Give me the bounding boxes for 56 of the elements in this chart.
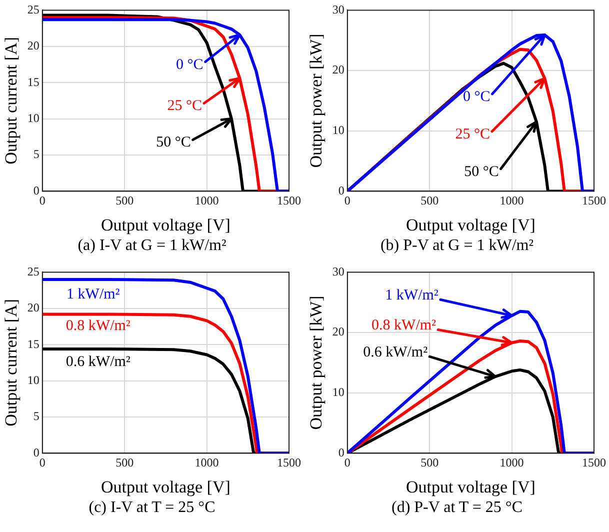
y-axis-title: Output current [A] — [2, 298, 21, 426]
x-tick-label: 1500 — [582, 194, 606, 208]
series-label: 0 °C — [463, 88, 490, 105]
text: 0 °C — [176, 56, 204, 73]
x-axis-title: Output voltage [V] — [101, 477, 230, 496]
x-tick-label: 500 — [116, 456, 134, 470]
text: 25 °C — [167, 98, 202, 114]
y-tick-label: 10 — [332, 123, 344, 138]
text: (b) P-V at G = 1 kW/m² — [379, 236, 535, 256]
x-tick-label: 1500 — [582, 456, 606, 470]
y-tick-label: 10 — [27, 372, 40, 387]
y-tick-label: 25 — [27, 264, 40, 278]
text: 1 kW/m² — [385, 288, 439, 304]
x-axis-title: Output voltage [V] — [406, 477, 536, 496]
text: 0.6 kW/m² — [363, 344, 428, 361]
text: 50 °C — [156, 134, 191, 151]
text: (a) I-V at G = 1 kW/m² — [76, 236, 228, 256]
y-tick-label: 25 — [27, 2, 40, 16]
y-axis-title: Output power [kW] — [306, 296, 326, 430]
x-tick-label: 500 — [116, 194, 134, 208]
x-axis-title: Output voltage [V] — [101, 215, 230, 234]
x-tick-label: 1500 — [277, 194, 301, 208]
x-tick-label: 1000 — [500, 194, 524, 208]
y-tick-label: 0 — [33, 445, 40, 460]
x-tick-label: 1500 — [277, 456, 301, 470]
y-tick-label: 20 — [27, 300, 40, 315]
y-tick-label: 10 — [332, 385, 344, 400]
y-axis-title: Output power [kW] — [306, 34, 326, 168]
y-tick-label: 20 — [332, 62, 344, 77]
y-tick-label: 20 — [332, 324, 344, 339]
text: (c) I-V at T = 25 °C — [88, 498, 216, 518]
x-tick-label: 500 — [420, 456, 439, 470]
series-label: 1 kW/m² — [66, 286, 120, 302]
text: 0.8 kW/m² — [372, 318, 437, 334]
text: 50 °C — [464, 164, 499, 180]
y-tick-label: 15 — [27, 74, 40, 89]
series-label: 0.6 kW/m² — [66, 354, 131, 370]
text: (d) P-V at T = 25 °C — [390, 498, 524, 518]
x-tick-label: 1000 — [194, 456, 219, 470]
x-tick-label: 500 — [420, 194, 439, 208]
x-axis-title: Output voltage [V] — [406, 215, 536, 234]
y-tick-label: 30 — [332, 264, 344, 278]
y-tick-label: 5 — [33, 147, 40, 162]
y-tick-label: 0 — [338, 183, 344, 198]
series-label: 0.8 kW/m² — [66, 318, 131, 334]
x-tick-label: 1000 — [500, 456, 524, 470]
y-tick-label: 10 — [27, 110, 40, 125]
y-tick-label: 20 — [27, 38, 40, 53]
y-tick-label: 5 — [33, 409, 40, 424]
y-tick-label: 15 — [27, 336, 40, 351]
x-tick-label: 1000 — [194, 194, 219, 208]
y-tick-label: 30 — [332, 2, 344, 16]
y-tick-label: 0 — [33, 183, 40, 198]
series-label: 25 °C — [455, 126, 490, 142]
y-axis-title: Output current [A] — [2, 36, 21, 164]
y-tick-label: 0 — [338, 445, 344, 460]
